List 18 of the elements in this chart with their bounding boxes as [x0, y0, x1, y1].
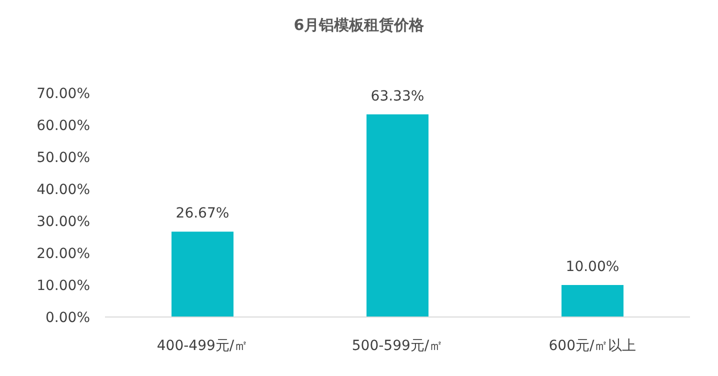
chart-title: 6月铝模板租赁价格 [294, 16, 426, 34]
y-tick-label: 0.00% [46, 310, 90, 326]
x-tick-label: 400-499元/㎡ [156, 338, 248, 354]
y-tick-label: 50.00% [36, 150, 90, 166]
y-tick-label: 60.00% [36, 118, 90, 134]
bar [172, 232, 234, 317]
data-label: 10.00% [566, 259, 620, 275]
x-tick-label: 600元/㎡以上 [548, 338, 636, 354]
y-tick-label: 70.00% [36, 86, 90, 102]
y-tick-label: 20.00% [36, 246, 90, 262]
data-label: 63.33% [370, 88, 424, 104]
x-tick-label: 500-599元/㎡ [352, 338, 444, 354]
y-tick-label: 10.00% [36, 278, 90, 294]
bar [562, 285, 624, 317]
bar [366, 114, 428, 317]
data-label: 26.67% [176, 206, 230, 222]
y-tick-label: 40.00% [36, 182, 90, 198]
y-tick-label: 30.00% [36, 214, 90, 230]
